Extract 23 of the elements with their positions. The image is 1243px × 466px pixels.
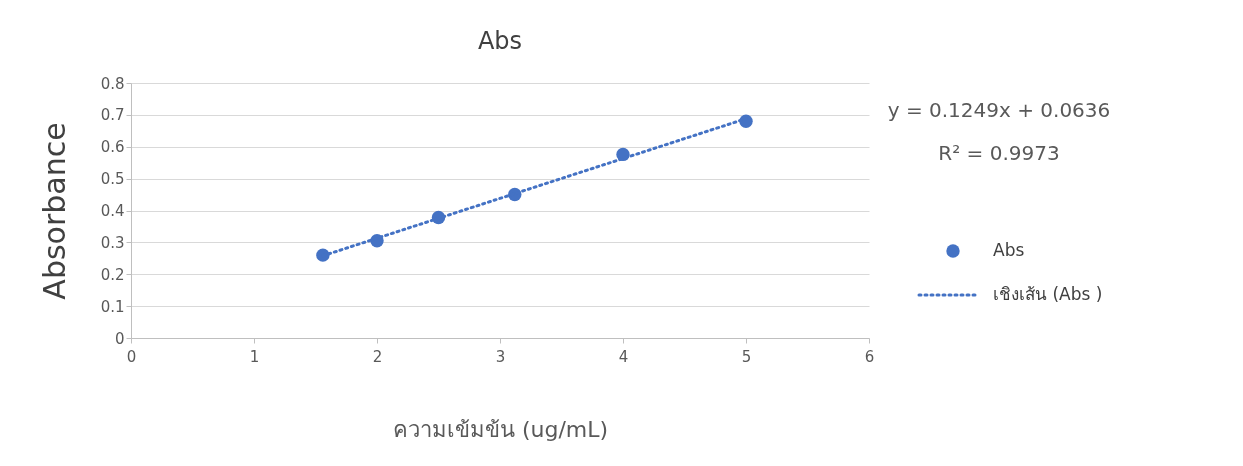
y-tick-label: 0.4	[100, 202, 125, 220]
x-tick-label: 2	[372, 347, 383, 366]
x-tick-label: 5	[741, 347, 752, 366]
y-tick-label: 0.6	[100, 138, 125, 157]
text: y = 0.1249x + 0.0636	[887, 98, 1111, 122]
x-tick-label: 3	[495, 347, 506, 366]
chart-title: Abs	[477, 27, 523, 55]
x-tick-label: 0	[126, 347, 137, 366]
x-axis-title: ความเข้มข้น (ug/mL)	[392, 416, 609, 442]
y-tick-label: 0.5	[100, 170, 125, 189]
x-tick-label: 6	[864, 347, 875, 366]
y-tick-label: 0	[114, 329, 125, 348]
x-tick-label: 1	[249, 347, 260, 366]
y-tick-label: 0.1	[100, 297, 125, 316]
text: R² = 0.9973	[938, 141, 1060, 165]
legend-label: เชิงเส้น (Abs )	[993, 284, 1103, 304]
y-axis-title: Absorbance	[36, 122, 72, 300]
x-tick-label: 4	[618, 347, 629, 366]
legend-label: Abs	[993, 240, 1025, 260]
y-tick-label: 0.8	[100, 74, 125, 93]
y-tick-label: 0.3	[100, 233, 125, 252]
y-tick-label: 0.7	[100, 106, 125, 125]
y-tick-label: 0.2	[100, 265, 125, 284]
